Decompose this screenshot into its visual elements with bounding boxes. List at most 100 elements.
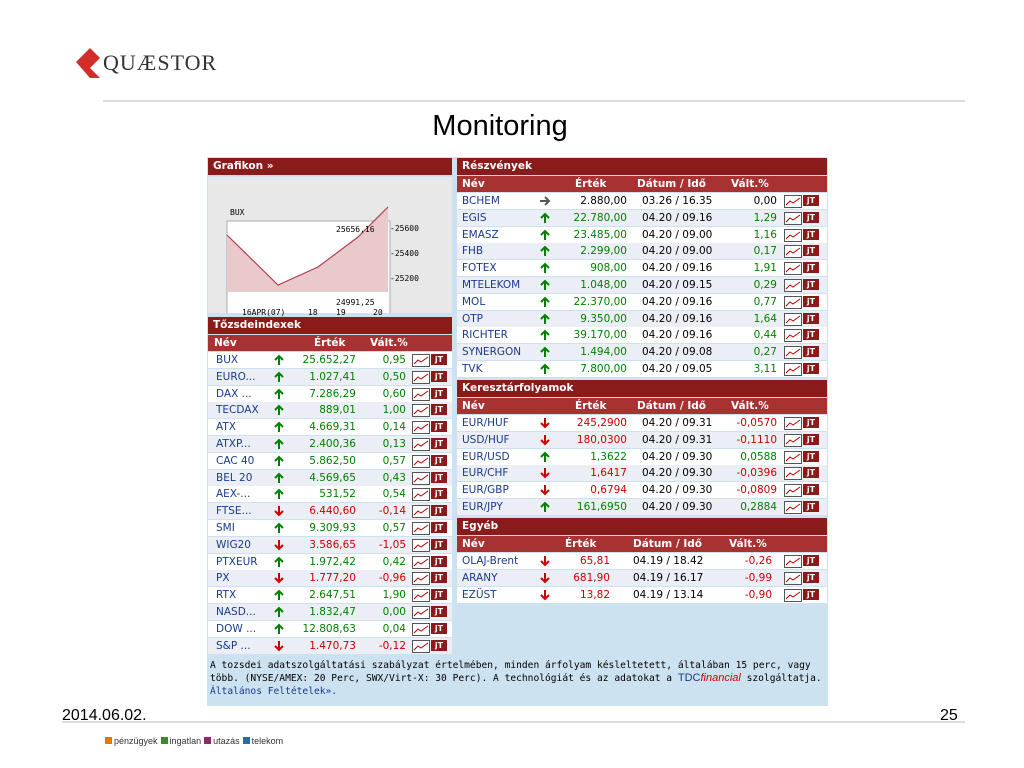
chart-icon[interactable] [784,211,802,225]
row: ARANY 681,90 04.19 / 16.17 -0,99 jT [457,569,827,586]
chart-icon[interactable] [412,387,430,401]
logo: QUÆSTOR [103,50,218,75]
jt-icon[interactable]: jT [803,433,819,445]
jt-icon[interactable]: jT [431,387,447,399]
column-header: Név Érték Dátum / Idő Vált.% [457,398,827,414]
chart-icon[interactable] [412,639,430,653]
change: 0,13 [382,438,406,450]
jt-icon[interactable]: jT [803,346,819,358]
jt-icon[interactable]: jT [431,555,447,567]
jt-icon[interactable]: jT [803,450,819,462]
chart-icon[interactable] [784,433,802,447]
chart-icon[interactable] [412,421,430,435]
jt-icon[interactable]: jT [431,404,447,416]
value: 9.309,93 [309,522,356,534]
chart-icon[interactable] [412,354,430,367]
chart-icon[interactable] [412,438,430,451]
jt-icon[interactable]: jT [431,639,447,651]
row: RTX 2.647,51 1,90 jT [208,587,452,604]
chart-icon[interactable] [784,571,802,585]
jt-icon[interactable]: jT [803,312,819,324]
jt-icon[interactable]: jT [431,589,447,601]
jt-icon[interactable]: jT [803,467,819,479]
footer-link[interactable]: utazás [213,736,240,746]
jt-icon[interactable]: jT [431,572,447,584]
value: 12.808,63 [302,622,356,635]
chart-icon[interactable] [412,606,430,619]
jt-icon[interactable]: jT [803,484,819,496]
chart-icon[interactable] [784,555,802,568]
chart-icon[interactable] [784,195,802,208]
jt-icon[interactable]: jT [803,245,819,257]
chart-icon[interactable] [412,505,430,519]
x-tick-label: 18 [308,308,318,317]
chart-icon[interactable] [784,363,802,376]
jt-icon[interactable]: jT [431,454,447,466]
jt-icon[interactable]: jT [431,606,447,617]
chart-icon[interactable] [784,417,802,430]
chart-icon[interactable] [784,484,802,498]
jt-icon[interactable]: jT [803,262,819,274]
terms-link[interactable]: Általános Feltételek». [210,686,338,697]
note-text: szolgáltatja. [746,673,822,684]
chart-icon[interactable] [412,589,430,603]
chart-icon[interactable] [784,262,802,276]
chart-icon[interactable] [784,467,802,481]
chart-icon[interactable] [784,295,802,309]
chart-icon[interactable] [412,370,430,384]
footer-link[interactable]: ingatlan [169,736,202,746]
slide-title: Monitoring [432,110,568,142]
chart-icon[interactable] [784,228,802,242]
row: FTSE... 6.440,60 -0,14 jT [208,503,452,520]
jt-icon[interactable]: jT [803,555,819,566]
chart-icon[interactable] [784,279,802,292]
name: EGIS [462,211,487,224]
row: MTELEKOM 1.048,00 04.20 / 09.15 0,29 jT [457,277,827,293]
chart-icon[interactable] [412,454,430,468]
jt-icon[interactable]: jT [431,622,447,634]
jt-icon[interactable]: jT [431,488,447,500]
name: PTXEUR [216,555,258,568]
jt-icon[interactable]: jT [803,295,819,307]
jt-icon[interactable]: jT [431,538,447,550]
chart-icon[interactable] [412,555,430,569]
chart-icon[interactable] [784,450,802,464]
jt-icon[interactable]: jT [803,195,819,206]
chart-icon[interactable] [784,588,802,602]
chart-icon[interactable] [412,572,430,586]
jt-icon[interactable]: jT [803,279,819,290]
chart-icon[interactable] [412,488,430,502]
chart-icon[interactable] [412,538,430,552]
jt-icon[interactable]: jT [431,522,447,533]
jt-icon[interactable]: jT [803,571,819,583]
jt-icon[interactable]: jT [803,588,819,600]
chart-icon[interactable] [784,312,802,326]
jt-icon[interactable]: jT [431,354,447,365]
jt-icon[interactable]: jT [431,505,447,517]
jt-icon[interactable]: jT [431,370,447,382]
jt-icon[interactable]: jT [803,228,819,240]
chart-icon[interactable] [412,622,430,636]
date: 04.19 / 16.17 [633,571,704,584]
jt-icon[interactable]: jT [431,471,447,483]
jt-icon[interactable]: jT [431,421,447,433]
footer-link[interactable]: telekom [251,736,284,746]
chart-icon[interactable] [412,522,430,535]
footer-link[interactable]: pénzügyek [114,736,158,746]
arrow [539,245,551,262]
jt-icon[interactable]: jT [803,417,819,428]
chart-icon[interactable] [784,501,802,514]
chart-icon[interactable] [784,346,802,360]
chart-icon[interactable] [784,245,802,259]
jt-icon[interactable]: jT [431,438,447,449]
chart-icon[interactable] [784,329,802,343]
jt-icon[interactable]: jT [803,211,819,223]
chart-icon[interactable] [412,471,430,485]
name: ATXP... [216,438,251,450]
chart-icon[interactable] [412,404,430,418]
x-tick-label: 16APR(07) [242,308,286,317]
name: MTELEKOM [462,279,521,291]
jt-icon[interactable]: jT [803,363,819,374]
jt-icon[interactable]: jT [803,501,819,512]
jt-icon[interactable]: jT [803,329,819,341]
